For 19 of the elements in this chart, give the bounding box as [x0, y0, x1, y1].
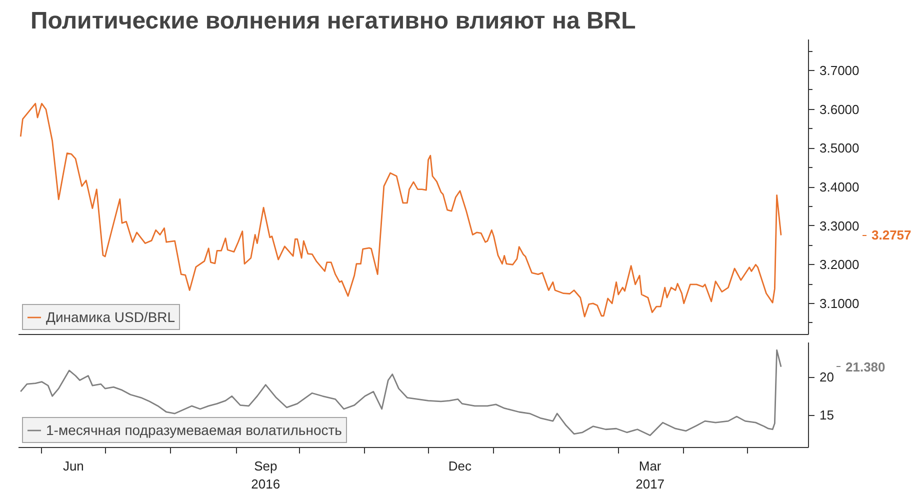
chart-title: Политические волнения негативно влияют на BRL	[30, 8, 636, 34]
legend-label: 1-месячная подразумеваемая волатильность	[46, 422, 342, 438]
text: 3.2757	[872, 228, 912, 243]
legend-label: Динамика USD/BRL	[46, 309, 176, 325]
y-tick-label: 3.5000	[820, 140, 860, 156]
x-tick-label: Dec	[448, 458, 472, 474]
x-tick-label: Mar 2017	[636, 458, 665, 492]
y-tick-label: 3.3000	[820, 218, 860, 234]
y-tick-label: 15	[820, 408, 834, 423]
y-tick-label: 20	[820, 370, 834, 385]
y-tick-label: 3.6000	[820, 102, 860, 117]
y-tick-label: 3.2000	[820, 257, 860, 272]
x-tick-label: Jun	[62, 458, 84, 474]
x-tick-label: Sep 2016	[251, 458, 280, 492]
y-tick-label: 3.4000	[820, 180, 860, 194]
y-tick-label: 3.7000	[820, 63, 860, 78]
text: 21.380	[846, 359, 886, 374]
line-series	[20, 349, 782, 436]
y-tick-label: 3.1000	[820, 296, 860, 311]
